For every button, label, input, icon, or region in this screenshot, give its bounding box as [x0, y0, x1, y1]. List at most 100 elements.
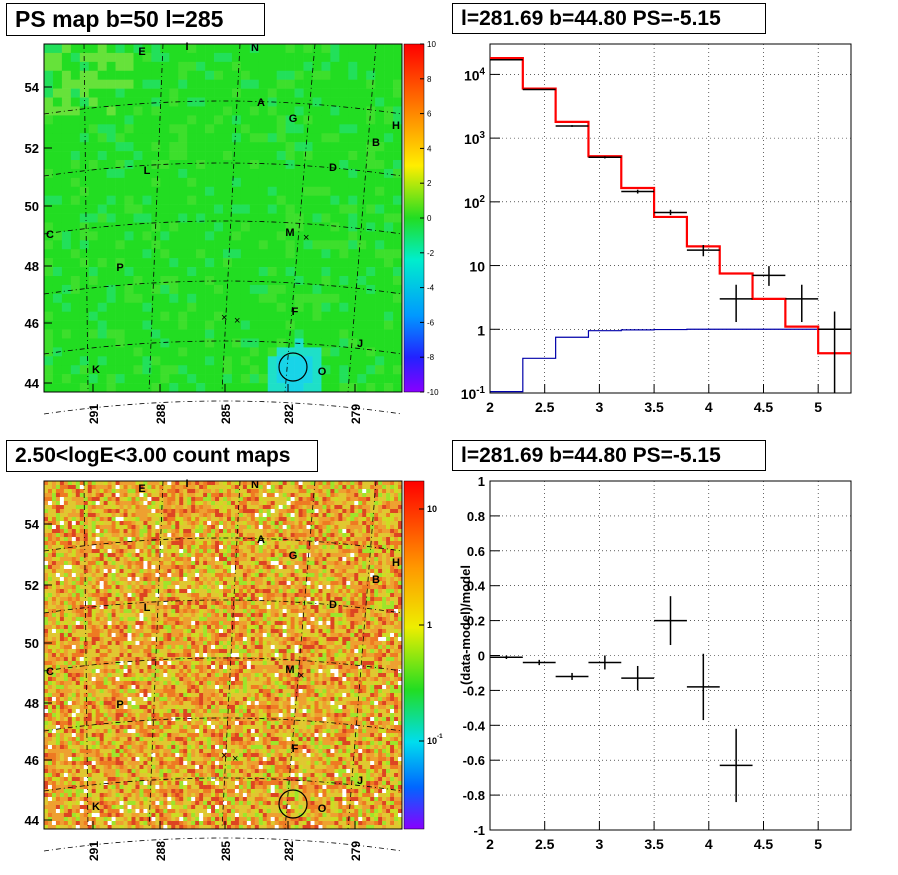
- heatmap-cell: [267, 195, 277, 205]
- heatmap-cell: [155, 749, 160, 754]
- heatmap-cell: [133, 168, 143, 179]
- heatmap-cell: [87, 809, 93, 814]
- heatmap-cell: [375, 329, 385, 339]
- heatmap-cell: [151, 785, 156, 790]
- heatmap-cell: [159, 729, 164, 734]
- heatmap-cell: [47, 585, 53, 590]
- heatmap-cell: [115, 805, 120, 810]
- heatmap-cell: [258, 356, 269, 366]
- heatmap-cell: [175, 649, 180, 654]
- heatmap-cell: [91, 601, 97, 606]
- heatmap-cell: [276, 311, 286, 321]
- heatmap-cell: [91, 809, 97, 814]
- heatmap-cell: [75, 609, 81, 614]
- heatmap-cell: [155, 641, 160, 646]
- heatmap-cell: [267, 70, 277, 80]
- heatmap-cell: [187, 374, 197, 384]
- heatmap-cell: [276, 249, 286, 259]
- heatmap-cell: [75, 601, 81, 606]
- heatmap-cell: [75, 665, 81, 670]
- heatmap-cell: [179, 617, 184, 622]
- heatmap-cell: [103, 569, 108, 574]
- heatmap-cell: [111, 497, 116, 502]
- heatmap-cell: [160, 240, 170, 250]
- heatmap-cell: [171, 557, 176, 562]
- heatmap-cell: [87, 737, 93, 742]
- heatmap-cell: [196, 97, 206, 107]
- heatmap-cell: [44, 673, 49, 678]
- heatmap-cell: [107, 669, 112, 674]
- heatmap-cell: [70, 276, 81, 286]
- heatmap-cell: [187, 557, 192, 562]
- heatmap-cell: [75, 773, 81, 778]
- heatmap-cell: [167, 713, 172, 718]
- heatmap-cell: [51, 561, 57, 566]
- heatmap-cell: [167, 521, 172, 526]
- heatmap-cell: [87, 745, 93, 750]
- heatmap-cell: [147, 713, 152, 718]
- heatmap-cell: [107, 561, 112, 566]
- heatmap-cell: [127, 505, 132, 510]
- heatmap-cell: [75, 641, 81, 646]
- heatmap-cell: [139, 765, 144, 770]
- heatmap-cell: [97, 231, 107, 241]
- heatmap-cell: [95, 725, 100, 730]
- heatmap-cell: [127, 509, 132, 514]
- heatmap-cell: [285, 151, 295, 161]
- heatmap-cell: [99, 725, 104, 730]
- heatmap-cell: [169, 204, 179, 214]
- heatmap-cell: [95, 621, 100, 626]
- heatmap-cell: [99, 513, 104, 518]
- heatmap-cell: [44, 293, 54, 304]
- heatmap-cell: [63, 785, 69, 790]
- heatmap-cell: [83, 741, 89, 746]
- heatmap-cell: [142, 106, 152, 116]
- heatmap-cell: [196, 374, 206, 384]
- heatmap-cell: [127, 701, 132, 706]
- heatmap-cell: [55, 545, 61, 550]
- heatmap-cell: [59, 645, 65, 650]
- heatmap-cell: [107, 637, 112, 642]
- heatmap-cell: [44, 633, 49, 638]
- heatmap-cell: [384, 44, 394, 54]
- heatmap-cell: [151, 797, 156, 802]
- heatmap-cell: [183, 685, 188, 690]
- heatmap-cell: [195, 645, 200, 650]
- heatmap-cell: [179, 533, 184, 538]
- heatmap-cell: [214, 204, 224, 214]
- heatmap-cell: [75, 573, 81, 578]
- heatmap-cell: [51, 725, 57, 730]
- heatmap-cell: [151, 231, 161, 241]
- heatmap-cell: [124, 231, 134, 241]
- heatmap-cell: [115, 669, 120, 674]
- heatmap-cell: [91, 517, 97, 522]
- heatmap-cell: [52, 177, 63, 188]
- heatmap-cell: [67, 549, 73, 554]
- heatmap-cell: [330, 284, 340, 295]
- heatmap-cell: [103, 709, 108, 714]
- heatmap-cell: [179, 793, 184, 798]
- heatmap-cell: [115, 777, 120, 782]
- heatmap-cell: [143, 581, 148, 586]
- heatmap-cell: [171, 585, 176, 590]
- heatmap-cell: [115, 569, 120, 574]
- heatmap-cell: [196, 338, 206, 348]
- heatmap-cell: [143, 781, 148, 786]
- heatmap-cell: [123, 533, 128, 538]
- heatmap-cell: [71, 573, 77, 578]
- heatmap-cell: [139, 729, 144, 734]
- heatmap-cell: [79, 585, 85, 590]
- heatmap-cell: [59, 633, 65, 638]
- heatmap-cell: [330, 374, 340, 384]
- heatmap-cell: [107, 725, 112, 730]
- heatmap-cell: [276, 133, 286, 143]
- heatmap-cell: [87, 573, 93, 578]
- heatmap-cell: [267, 320, 277, 330]
- heatmap-cell: [142, 88, 152, 98]
- heatmap-cell: [195, 585, 200, 590]
- heatmap-cell: [163, 789, 168, 794]
- heatmap-cell: [107, 793, 112, 798]
- heatmap-cell: [167, 677, 172, 682]
- heatmap-cell: [44, 609, 49, 614]
- heatmap-cell: [366, 356, 376, 366]
